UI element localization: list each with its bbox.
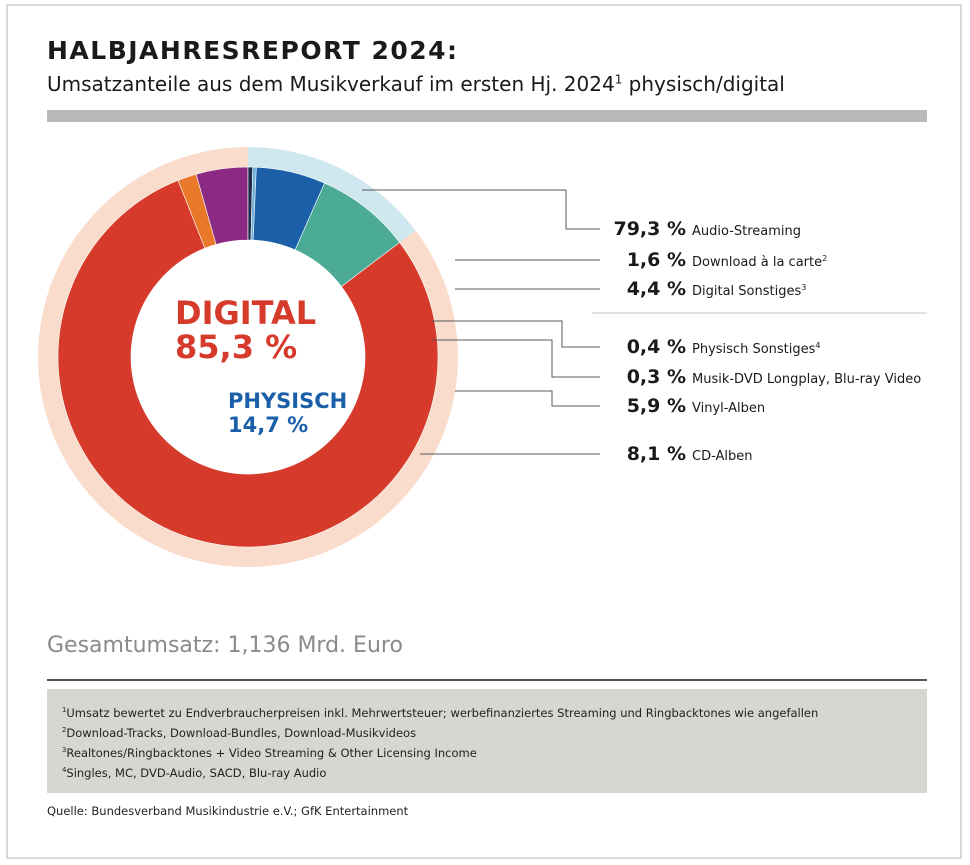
total-revenue: Gesamtumsatz: 1,136 Mrd. Euro bbox=[47, 633, 403, 658]
subtitle-footnote-mark: 1 bbox=[614, 72, 623, 87]
source-note: Quelle: Bundesverband Musikindustrie e.V… bbox=[47, 804, 409, 818]
slice-value-label: 1,6 % bbox=[627, 249, 686, 271]
footnote-mark: 2 bbox=[62, 726, 67, 735]
slice-value-label: 8,1 % bbox=[627, 443, 686, 465]
slice-category-label: Digital Sonstiges3 bbox=[692, 283, 806, 299]
group-label-digital: DIGITAL bbox=[175, 294, 316, 332]
group-value-digital: 85,3 % bbox=[175, 328, 297, 366]
footnote-text: Download-Tracks, Download-Bundles, Downl… bbox=[66, 726, 417, 740]
slice-category-label: Download à la carte2 bbox=[692, 254, 827, 270]
slice-category-label: Physisch Sonstiges4 bbox=[692, 341, 821, 357]
footnote-1: 1Umsatz bewertet zu Endverbraucherpreise… bbox=[62, 706, 818, 720]
subtitle-text-end: physisch/digital bbox=[622, 72, 785, 96]
group-value-physisch: 14,7 % bbox=[228, 413, 308, 437]
leader-line bbox=[432, 320, 600, 348]
footnote-box bbox=[47, 689, 927, 793]
slice-category-label: Vinyl-Alben bbox=[692, 401, 765, 416]
slice-category-label: CD-Alben bbox=[692, 449, 753, 464]
header-rule bbox=[47, 110, 927, 122]
slice-category-label: Musik-DVD Longplay, Blu-ray Video bbox=[692, 372, 921, 387]
footnote-text: Singles, MC, DVD-Audio, SACD, Blu-ray Au… bbox=[66, 766, 327, 780]
footnote-2: 2Download-Tracks, Download-Bundles, Down… bbox=[62, 726, 416, 740]
physisch-group-ring bbox=[248, 147, 416, 243]
total-rule bbox=[47, 679, 927, 681]
group-label-physisch: PHYSISCH bbox=[228, 389, 347, 413]
footnote-mark: 1 bbox=[62, 706, 67, 715]
leader-line bbox=[362, 189, 600, 230]
footnote-4: 4Singles, MC, DVD-Audio, SACD, Blu-ray A… bbox=[62, 766, 326, 780]
leader-line bbox=[455, 390, 600, 407]
leader-line bbox=[432, 339, 600, 378]
subtitle-text: Umsatzanteile aus dem Musikverkauf im er… bbox=[47, 72, 615, 96]
slice-value-label: 4,4 % bbox=[627, 278, 686, 300]
slice-category-label: Audio-Streaming bbox=[692, 224, 801, 239]
chart-subtitle: Umsatzanteile aus dem Musikverkauf im er… bbox=[47, 72, 785, 96]
chart-frame bbox=[6, 4, 962, 859]
footnote-3: 3Realtones/Ringbacktones + Video Streami… bbox=[62, 746, 477, 760]
slice-value-label: 0,4 % bbox=[627, 336, 686, 358]
chart-title: HALBJAHRESREPORT 2024: bbox=[47, 36, 459, 65]
footnote-mark: 3 bbox=[62, 746, 67, 755]
footnote-text: Realtones/Ringbacktones + Video Streamin… bbox=[66, 746, 477, 760]
slice-value-label: 79,3 % bbox=[613, 218, 686, 240]
footnote-mark: 4 bbox=[62, 766, 67, 775]
slice-value-label: 5,9 % bbox=[627, 395, 686, 417]
slice-value-label: 0,3 % bbox=[627, 366, 686, 388]
footnote-text: Umsatz bewertet zu Endverbraucherpreisen… bbox=[66, 706, 819, 720]
donut-hole bbox=[131, 240, 365, 474]
